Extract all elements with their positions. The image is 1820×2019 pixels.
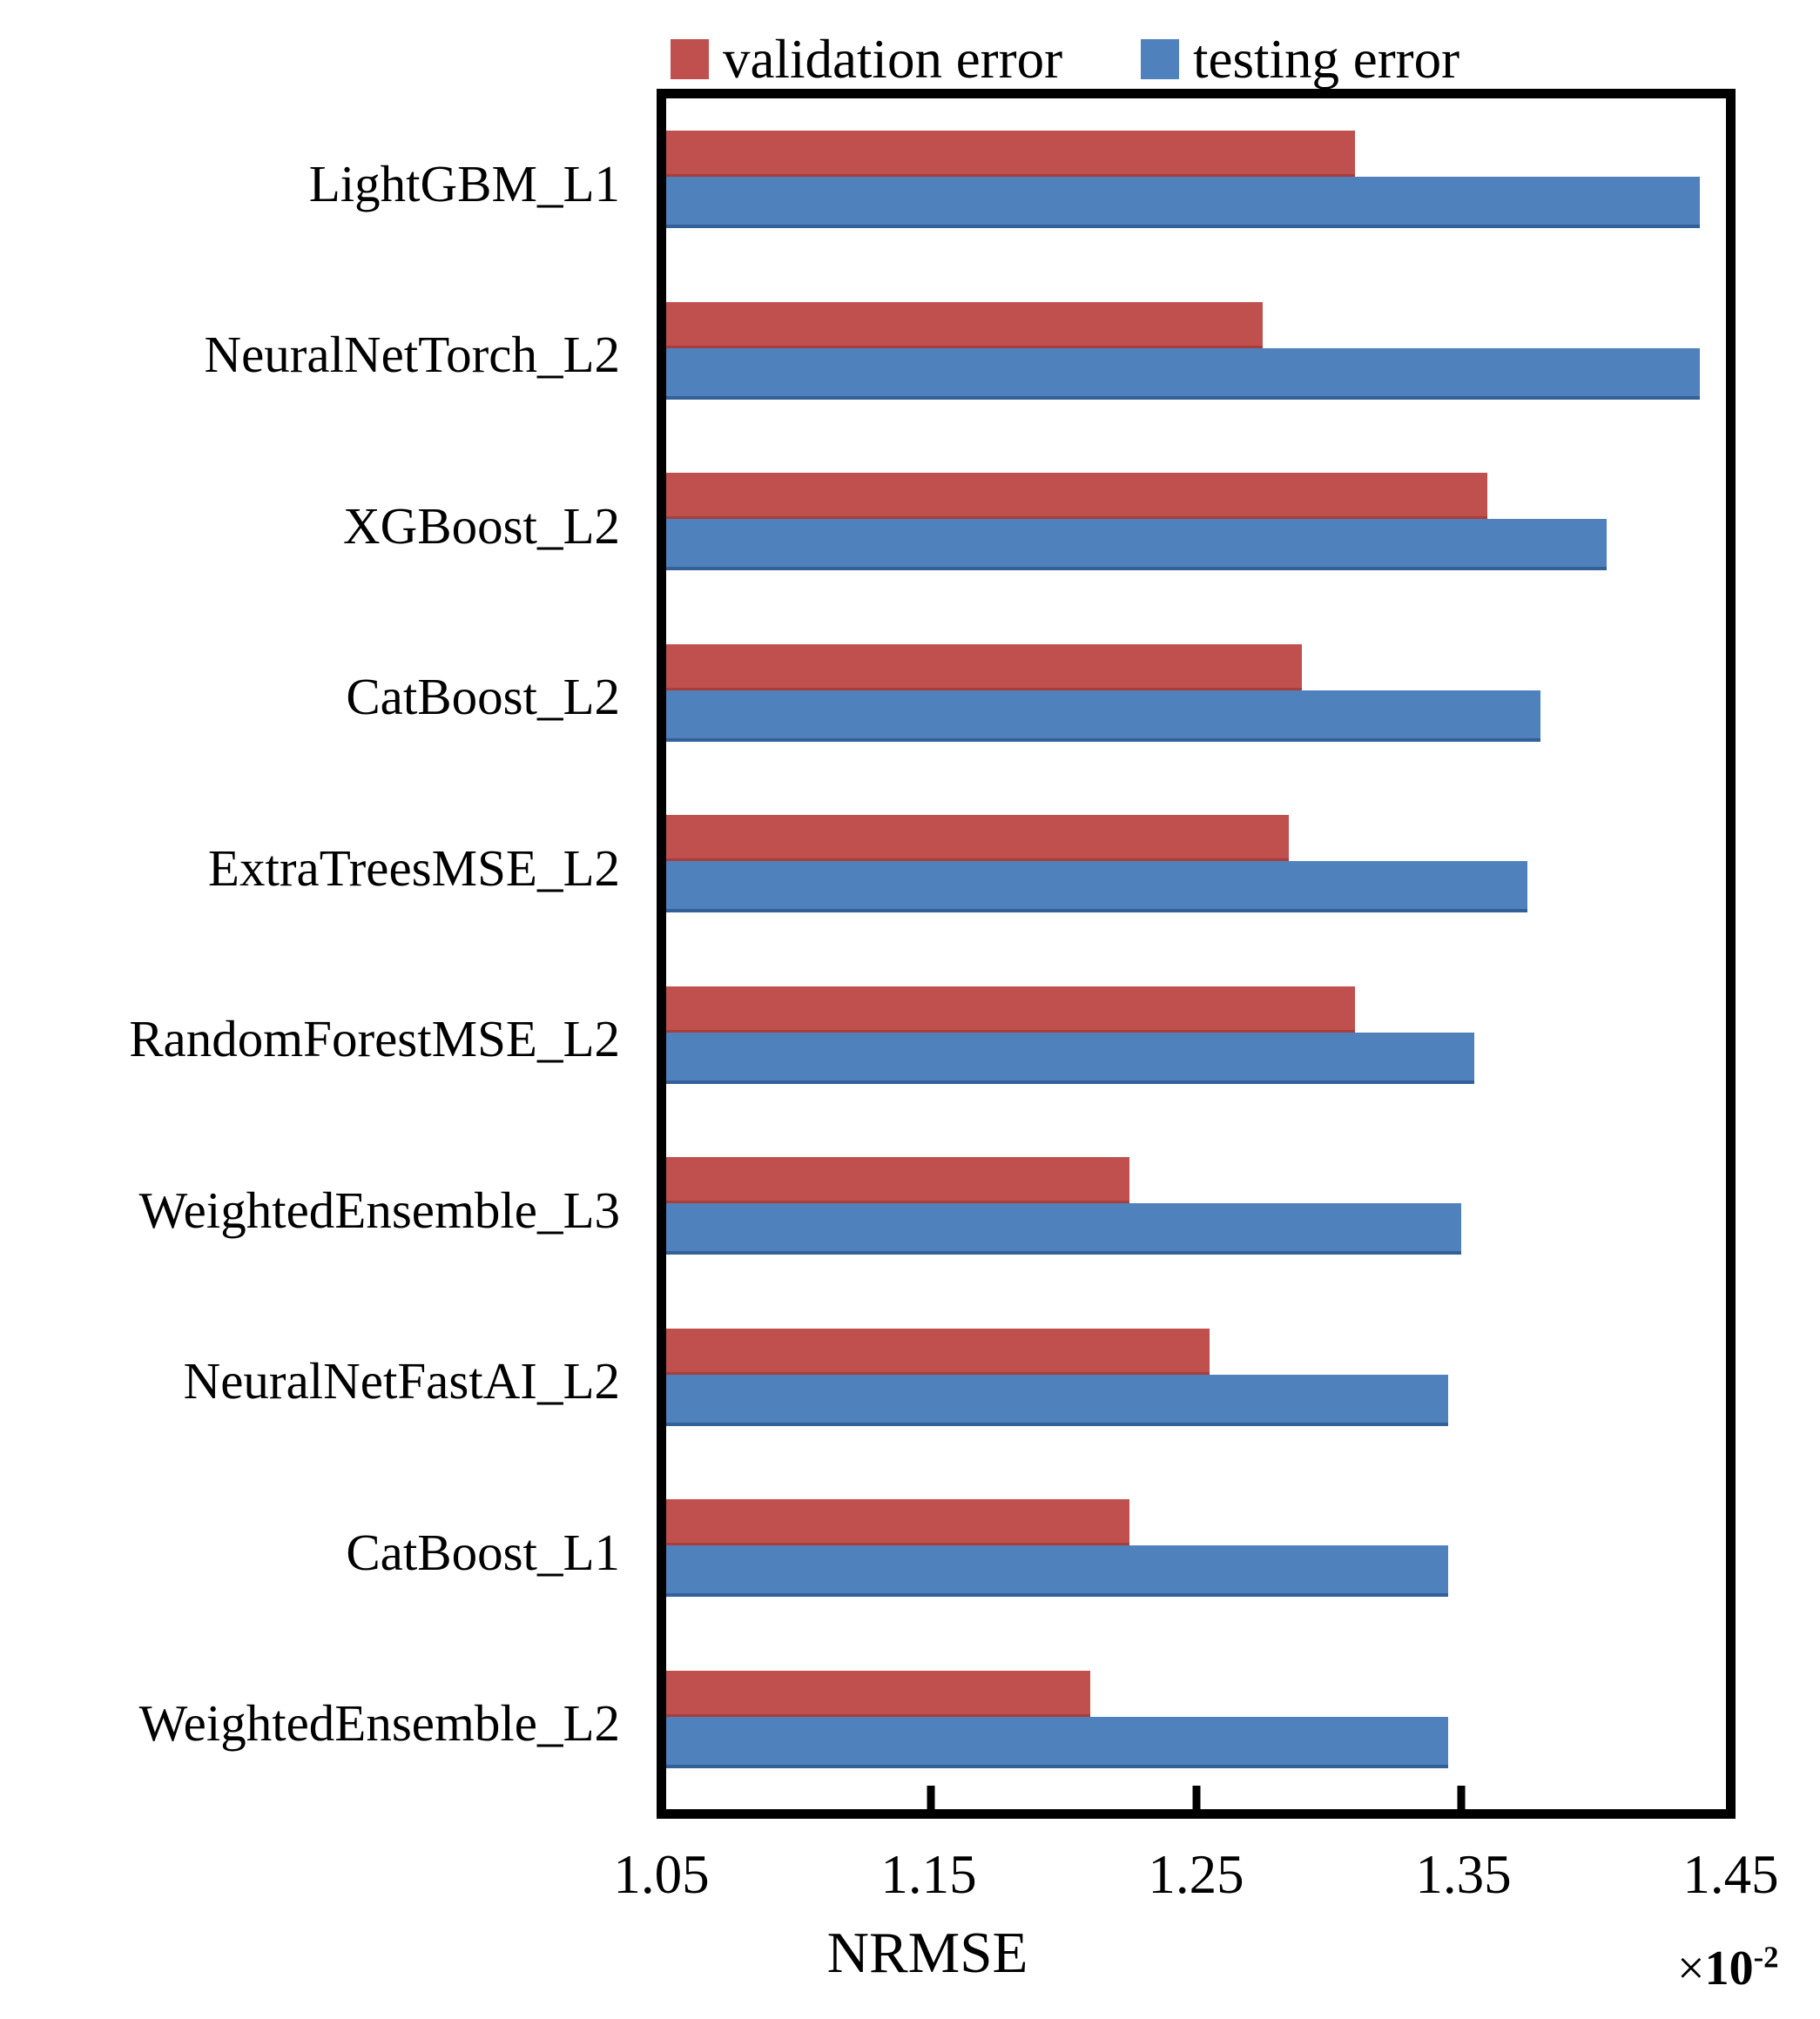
testing-error-bar (666, 177, 1700, 229)
category-row (666, 1125, 1726, 1296)
testing-error-bar (666, 519, 1608, 571)
category-label: CatBoost_L1 (346, 1523, 620, 1581)
legend-label-testing-error: testing error (1193, 29, 1460, 90)
multiplier-base: 10 (1704, 1942, 1754, 1995)
category-row (666, 1467, 1726, 1639)
testing-error-bar (666, 1545, 1448, 1598)
category-row (666, 270, 1726, 441)
category-row (666, 441, 1726, 612)
category-row (666, 1639, 1726, 1810)
x-axis-tick-label: 1.35 (1415, 1844, 1512, 1905)
validation-error-bar (666, 301, 1263, 348)
category-label: WeightedEnsemble_L3 (138, 1181, 620, 1239)
x-axis-tick-label: 1.45 (1682, 1844, 1779, 1905)
category-label: CatBoost_L2 (346, 668, 620, 726)
category-label: WeightedEnsemble_L2 (138, 1694, 620, 1753)
validation-error-bar (666, 1157, 1130, 1204)
x-axis-tick-label: 1.15 (880, 1844, 977, 1905)
category-row (666, 612, 1726, 784)
x-axis-title: NRMSE (826, 1921, 1028, 1985)
category-label: LightGBM_L1 (308, 154, 620, 212)
validation-error-bar (666, 131, 1356, 178)
legend-label-validation-error: validation error (723, 29, 1063, 90)
category-label: NeuralNetTorch_L2 (204, 326, 620, 384)
legend-item-validation-error: validation error (671, 26, 1062, 92)
testing-error-bar (666, 1203, 1461, 1255)
category-label: NeuralNetFastAI_L2 (183, 1352, 620, 1410)
testing-error-bar (666, 861, 1527, 913)
testing-error-swatch-icon (1141, 39, 1179, 79)
x-axis-tick-mark (927, 1786, 935, 1809)
x-axis-tick-mark (1457, 1786, 1466, 1809)
validation-error-swatch-icon (671, 39, 709, 79)
legend-item-testing-error: testing error (1141, 26, 1459, 92)
validation-error-bar (666, 1499, 1130, 1546)
axis-unit-multiplier: ×10-2 (1677, 1942, 1779, 1995)
multiplier-times-sign: × (1677, 1942, 1705, 1995)
category-row (666, 954, 1726, 1126)
testing-error-bar (666, 1716, 1448, 1768)
validation-error-bar (666, 1670, 1090, 1717)
validation-error-bar (666, 1328, 1210, 1375)
validation-error-bar (666, 815, 1289, 862)
testing-error-bar (666, 1032, 1474, 1084)
testing-error-bar (666, 347, 1700, 400)
category-label: XGBoost_L2 (343, 496, 620, 555)
category-row (666, 1296, 1726, 1468)
x-axis-tick-label: 1.25 (1148, 1844, 1244, 1905)
multiplier-exponent: -2 (1753, 1940, 1779, 1975)
category-label: ExtraTreesMSE_L2 (207, 838, 620, 897)
testing-error-bar (666, 690, 1541, 742)
plot-area (657, 89, 1736, 1819)
validation-error-bar (666, 986, 1356, 1033)
x-axis-tick-mark (1192, 1786, 1200, 1809)
category-row (666, 98, 1726, 270)
category-label: RandomForestMSE_L2 (129, 1010, 620, 1068)
category-row (666, 783, 1726, 954)
validation-error-bar (666, 473, 1488, 520)
testing-error-bar (666, 1374, 1448, 1426)
x-axis-tick-label: 1.05 (613, 1844, 710, 1905)
validation-error-bar (666, 643, 1303, 690)
